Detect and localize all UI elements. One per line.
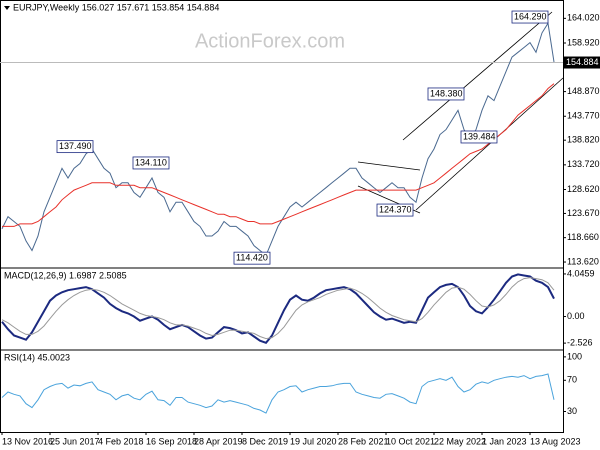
watermark: ActionForex.com bbox=[195, 30, 345, 52]
plot-frame bbox=[0, 0, 564, 433]
x-tick-label: 25 Jun 2017 bbox=[50, 436, 100, 446]
x-tick-label: 4 Feb 2018 bbox=[98, 436, 144, 446]
y-tick-label: 128.620 bbox=[567, 184, 600, 194]
y-tick-label: 118.660 bbox=[567, 232, 599, 242]
x-tick-label: 8 Dec 2019 bbox=[242, 436, 288, 446]
x-tick-label: 1 Jan 2023 bbox=[482, 436, 527, 446]
panel-title: RSI(14) 45.0023 bbox=[4, 352, 70, 362]
y-tick-label: 100 bbox=[567, 351, 582, 361]
annotation-box bbox=[427, 87, 465, 101]
x-tick-label: 13 Nov 2016 bbox=[2, 436, 53, 446]
channel-upper bbox=[402, 11, 553, 141]
annotation-label: 148.380 bbox=[430, 88, 463, 98]
y-tick-label: 133.720 bbox=[567, 159, 600, 169]
y-tick-label: 70 bbox=[567, 375, 577, 385]
annotation-box bbox=[233, 251, 271, 265]
x-tick-label: 19 Jul 2020 bbox=[290, 436, 337, 446]
x-tick-label: 22 May 2022 bbox=[434, 436, 486, 446]
series-line bbox=[1, 373, 555, 414]
y-tick-label: 113.620 bbox=[567, 256, 599, 266]
panel-title: EURJPY,Weekly 156.027 157.671 153.854 15… bbox=[13, 2, 219, 12]
annotation-box bbox=[132, 156, 170, 170]
menu-icon bbox=[4, 6, 10, 10]
triangle-upper bbox=[357, 161, 421, 171]
y-tick-label: 0.00 bbox=[567, 311, 585, 321]
series-line bbox=[1, 21, 555, 257]
annotation-box bbox=[376, 203, 414, 217]
series-line bbox=[2, 83, 555, 227]
y-tick-label: 30 bbox=[567, 406, 577, 416]
series-line bbox=[1, 273, 555, 344]
y-tick-label: 148.870 bbox=[567, 86, 600, 96]
frame bbox=[0, 0, 564, 433]
y-tick-label: 143.770 bbox=[567, 111, 600, 121]
x-tick-label: 13 Aug 2023 bbox=[530, 436, 581, 446]
y-tick-label: 4.0459 bbox=[567, 268, 595, 278]
panel-title: MACD(12,26,9) 1.6987 2.5085 bbox=[4, 270, 127, 280]
annotation-label: 164.290 bbox=[514, 11, 547, 21]
y-tick-label: 158.920 bbox=[567, 37, 600, 47]
channel-lower bbox=[415, 77, 564, 211]
annotation-box bbox=[511, 10, 549, 24]
annotation-label: 139.484 bbox=[463, 131, 496, 141]
annotation-box bbox=[56, 140, 94, 154]
x-tick-label: 10 Oct 2021 bbox=[386, 436, 435, 446]
y-tick-label: -2.526 bbox=[567, 337, 593, 347]
last-price-box bbox=[563, 56, 600, 69]
x-tick-label: 28 Feb 2021 bbox=[338, 436, 389, 446]
y-tick-label: 123.670 bbox=[567, 208, 600, 218]
annotation-label: 124.370 bbox=[379, 204, 412, 214]
annotation-label: 137.490 bbox=[59, 141, 92, 151]
series-line bbox=[1, 277, 555, 340]
y-tick-label: 138.820 bbox=[567, 135, 600, 145]
annotation-box bbox=[460, 130, 498, 144]
annotation-label: 114.420 bbox=[236, 253, 268, 263]
last-price-label: 154.884 bbox=[566, 57, 599, 67]
y-tick-label: 164.020 bbox=[567, 13, 600, 23]
annotation-label: 134.110 bbox=[135, 157, 167, 167]
x-tick-label: 28 Apr 2019 bbox=[194, 436, 243, 446]
x-tick-label: 16 Sep 2018 bbox=[146, 436, 197, 446]
